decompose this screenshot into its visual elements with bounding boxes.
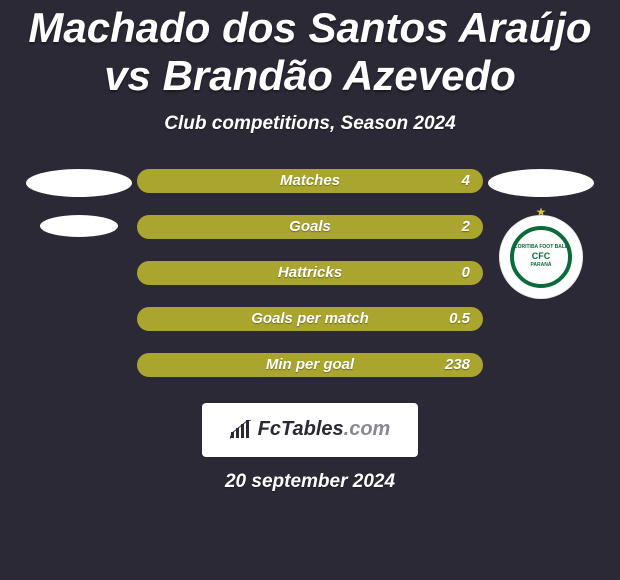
stat-label: Goals per match bbox=[251, 310, 369, 327]
bar-chart-icon bbox=[230, 420, 252, 440]
club-logo-bottom: PARANÁ bbox=[514, 263, 568, 269]
right-oval-1 bbox=[488, 169, 594, 197]
stat-value-right: 4 bbox=[462, 172, 470, 189]
club-logo: ★ CORITIBA FOOT BALL CFC PARANÁ bbox=[499, 215, 583, 299]
stat-label: Matches bbox=[280, 172, 340, 189]
right-player-column: ★ CORITIBA FOOT BALL CFC PARANÁ bbox=[483, 169, 593, 377]
left-oval-1 bbox=[26, 169, 132, 197]
brand-name: FcTables bbox=[258, 418, 344, 440]
club-logo-ring: CORITIBA FOOT BALL CFC PARANÁ bbox=[510, 226, 572, 288]
stat-value-right: 2 bbox=[462, 218, 470, 235]
stat-row: Matches 4 bbox=[137, 169, 483, 193]
left-oval-2 bbox=[40, 215, 118, 237]
stat-label: Goals bbox=[289, 218, 331, 235]
stat-row: Min per goal 238 bbox=[137, 353, 483, 377]
brand-box: FcTables.com bbox=[202, 403, 418, 457]
stat-row: Hattricks 0 bbox=[137, 261, 483, 285]
comparison-area: Matches 4 Goals 2 Hattricks 0 Goals per … bbox=[0, 169, 620, 377]
subtitle: Club competitions, Season 2024 bbox=[0, 113, 620, 135]
club-logo-top: CORITIBA FOOT BALL bbox=[514, 245, 568, 251]
club-logo-cfc: CFC bbox=[514, 252, 568, 262]
stat-rows: Matches 4 Goals 2 Hattricks 0 Goals per … bbox=[137, 169, 483, 377]
club-logo-text: CORITIBA FOOT BALL CFC PARANÁ bbox=[514, 245, 568, 268]
stat-row: Goals 2 bbox=[137, 215, 483, 239]
page-title: Machado dos Santos Araújo vs Brandão Aze… bbox=[0, 0, 620, 101]
stat-label: Min per goal bbox=[266, 356, 354, 373]
brand-ext: .com bbox=[344, 418, 391, 440]
stat-label: Hattricks bbox=[278, 264, 342, 281]
stat-row: Goals per match 0.5 bbox=[137, 307, 483, 331]
left-player-column bbox=[27, 169, 137, 377]
stat-value-right: 238 bbox=[445, 356, 470, 373]
star-icon: ★ bbox=[536, 205, 547, 219]
date-text: 20 september 2024 bbox=[0, 471, 620, 493]
stat-value-right: 0.5 bbox=[449, 310, 470, 327]
stat-value-right: 0 bbox=[462, 264, 470, 281]
